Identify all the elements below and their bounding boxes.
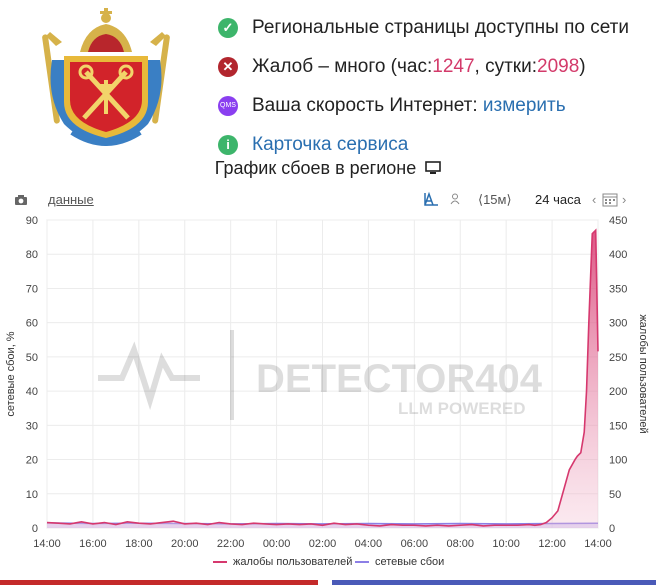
y-right-tick-label: 50 — [609, 489, 621, 501]
speed-prefix: Ваша скорость Интернет: — [252, 94, 478, 116]
bottom-button-right[interactable] — [332, 580, 656, 585]
complaints-hour: 1247 — [432, 55, 475, 77]
legend-complaints[interactable]: жалобы пользователей — [213, 556, 352, 568]
user-icon[interactable] — [450, 193, 460, 205]
x-tick-label: 06:00 — [401, 538, 429, 550]
x-tick-label: 08:00 — [446, 538, 474, 550]
complaints-day: 2098 — [537, 55, 580, 77]
y-right-tick-label: 350 — [609, 283, 627, 295]
status-regional-text: Региональные страницы доступны по сети — [252, 16, 629, 38]
y-right-tick-label: 200 — [609, 386, 627, 398]
chart-type-icon[interactable] — [423, 191, 439, 207]
x-tick-label: 04:00 — [355, 538, 383, 550]
watermark: DETECTOR404 LLM POWERED — [98, 330, 543, 420]
y-right-tick-label: 250 — [609, 352, 627, 364]
legend-failures-label: сетевые сбои — [375, 556, 445, 568]
y-left-tick-label: 10 — [26, 489, 38, 501]
x-tick-label: 14:00 — [33, 538, 61, 550]
x-tick-label: 20:00 — [171, 538, 199, 550]
coat-of-arms-emblem — [42, 8, 170, 146]
y-right-tick-label: 300 — [609, 318, 627, 330]
y-left-tick-label: 90 — [26, 215, 38, 227]
legend-failures-swatch — [355, 561, 369, 563]
x-tick-label: 00:00 — [263, 538, 291, 550]
camera-icon[interactable] — [14, 194, 28, 206]
x-tick-label: 12:00 — [538, 538, 566, 550]
y-left-tick-label: 0 — [32, 523, 38, 535]
y-left-tick-label: 40 — [26, 386, 38, 398]
watermark-subtitle: LLM POWERED — [398, 399, 526, 418]
complaints-line — [46, 228, 599, 527]
calendar-icon[interactable] — [602, 192, 618, 207]
data-link[interactable]: данные — [48, 192, 94, 207]
y-left-tick-label: 30 — [26, 420, 38, 432]
status-speed: QMS Ваша скорость Интернет: измерить — [218, 86, 648, 125]
y-right-tick-label: 150 — [609, 420, 627, 432]
y-right-tick-label: 450 — [609, 215, 627, 227]
y-left-tick-label: 50 — [26, 352, 38, 364]
y-right-tick-label: 100 — [609, 455, 627, 467]
bottom-button-left[interactable] — [0, 580, 318, 585]
prev-arrow-icon[interactable]: ‹ — [592, 192, 597, 207]
watermark-title: DETECTOR404 — [256, 357, 543, 401]
x-tick-label: 14:00 — [584, 538, 612, 550]
cross-icon: ✕ — [218, 56, 238, 77]
chart-title-wrap: График сбоев в регионе — [0, 158, 656, 179]
x-tick-label: 18:00 — [125, 538, 153, 550]
status-regional: ✓ Региональные страницы доступны по сети — [218, 8, 648, 47]
speed-test-link[interactable]: измерить — [482, 94, 566, 116]
qms-icon: QMS — [218, 95, 238, 116]
x-tick-label: 16:00 — [79, 538, 107, 550]
legend-complaints-swatch — [213, 561, 227, 563]
complaints-prefix: Жалоб – много (час: — [252, 55, 433, 77]
x-tick-label: 02:00 — [309, 538, 337, 550]
status-list: ✓ Региональные страницы доступны по сети… — [218, 8, 648, 164]
y-right-axis-title: жалобы пользователей — [637, 314, 649, 433]
status-service: i Карточка сервиса — [218, 125, 648, 164]
outage-chart: DETECTOR404 LLM POWERED 0 0 10 50 20 100 30 150… — [5, 215, 649, 550]
range-label: 24 часа — [535, 192, 581, 207]
x-tick-label: 10:00 — [492, 538, 520, 550]
y-left-tick-label: 70 — [26, 283, 38, 295]
x-tick-label: 22:00 — [217, 538, 245, 550]
y-left-tick-label: 60 — [26, 318, 38, 330]
complaints-suffix: ) — [579, 55, 586, 77]
y-left-axis-title: сетевые сбои, % — [5, 331, 17, 416]
service-card-link[interactable]: Карточка сервиса — [252, 133, 409, 155]
complaints-mid: , сутки: — [474, 55, 537, 77]
y-left-tick-label: 80 — [26, 249, 38, 261]
y-right-tick-label: 400 — [609, 249, 627, 261]
y-right-tick-label: 0 — [609, 523, 615, 535]
status-complaints: ✕ Жалоб – много (час: 1247, сутки: 2098) — [218, 47, 648, 86]
interval-selector[interactable]: ⟨15м⟩ — [478, 192, 512, 207]
y-left-tick-label: 20 — [26, 455, 38, 467]
chart-title: График сбоев в регионе — [214, 158, 417, 178]
info-icon: i — [218, 134, 238, 155]
legend-failures[interactable]: сетевые сбои — [355, 556, 444, 568]
check-icon: ✓ — [218, 17, 238, 38]
monitor-icon[interactable] — [425, 161, 442, 175]
chart-toolbar: данные ⟨15м⟩ 24 часа ‹ › — [0, 190, 656, 212]
next-arrow-icon[interactable]: › — [622, 192, 627, 207]
legend-complaints-label: жалобы пользователей — [233, 556, 353, 568]
